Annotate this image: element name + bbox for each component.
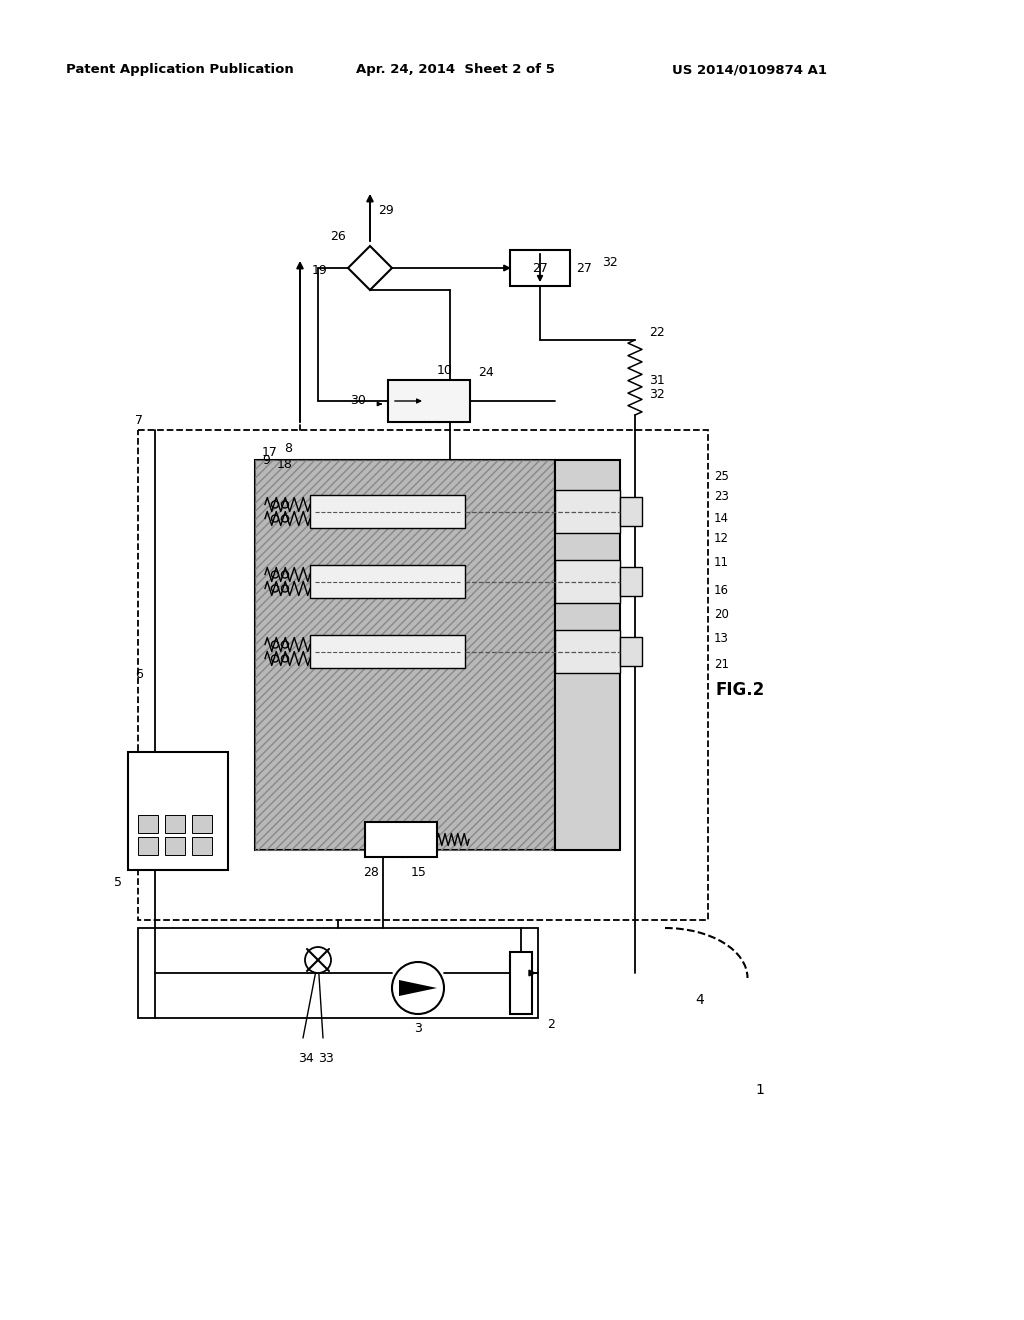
Text: 28: 28 [364,866,379,879]
Bar [620,568,642,597]
Circle shape [392,962,444,1014]
Bar [620,498,642,525]
Text: 10: 10 [436,363,453,376]
Polygon shape [399,979,437,997]
Bar [555,630,620,673]
Text: 30: 30 [350,395,366,408]
Polygon shape [348,246,392,290]
Bar [510,952,532,1014]
Text: 9: 9 [262,454,270,466]
Text: 24: 24 [478,366,494,379]
Text: 7: 7 [135,413,143,426]
Text: 26: 26 [330,230,346,243]
Text: 4: 4 [695,993,705,1007]
Text: 1: 1 [756,1082,765,1097]
Circle shape [305,946,331,973]
Bar [365,822,437,857]
Bar [165,837,185,855]
Bar [555,560,620,603]
Bar [193,837,212,855]
Text: 23: 23 [714,490,729,503]
Text: 5: 5 [114,875,122,888]
Text: 12: 12 [714,532,729,544]
Bar [255,459,555,850]
Text: 34: 34 [298,1052,314,1064]
Bar [388,380,470,422]
Bar [138,814,158,833]
Text: 2: 2 [547,1018,555,1031]
Bar [310,565,465,598]
Text: 14: 14 [714,511,729,524]
Text: 31: 31 [649,374,665,387]
Text: 33: 33 [318,1052,334,1064]
Bar [138,928,538,1018]
Text: Patent Application Publication: Patent Application Publication [67,63,294,77]
Bar [255,459,555,850]
Text: 22: 22 [649,326,665,338]
Text: 20: 20 [714,609,729,622]
Text: 27: 27 [575,261,592,275]
Bar [138,837,158,855]
Text: 6: 6 [135,668,143,681]
Bar [510,249,570,286]
Text: 17: 17 [262,446,278,458]
Text: 25: 25 [714,470,729,483]
Text: 32: 32 [602,256,617,269]
Text: 29: 29 [378,205,394,218]
Bar [138,430,708,920]
Text: US 2014/0109874 A1: US 2014/0109874 A1 [673,63,827,77]
Text: 18: 18 [278,458,293,471]
Bar [165,814,185,833]
Bar [310,635,465,668]
Text: 21: 21 [714,659,729,672]
Bar [555,459,620,850]
Text: 32: 32 [649,388,665,401]
Text: 13: 13 [714,631,729,644]
Text: 3: 3 [414,1023,422,1035]
Bar [128,752,228,870]
Text: 8: 8 [284,441,292,454]
Text: FIG.2: FIG.2 [716,681,765,700]
Text: 27: 27 [532,261,548,275]
Text: 16: 16 [714,583,729,597]
Text: 15: 15 [411,866,427,879]
Text: Apr. 24, 2014  Sheet 2 of 5: Apr. 24, 2014 Sheet 2 of 5 [355,63,554,77]
Text: 11: 11 [714,556,729,569]
Bar [193,814,212,833]
Bar [310,495,465,528]
Text: 19: 19 [312,264,328,276]
Bar [555,490,620,533]
Bar [620,638,642,667]
